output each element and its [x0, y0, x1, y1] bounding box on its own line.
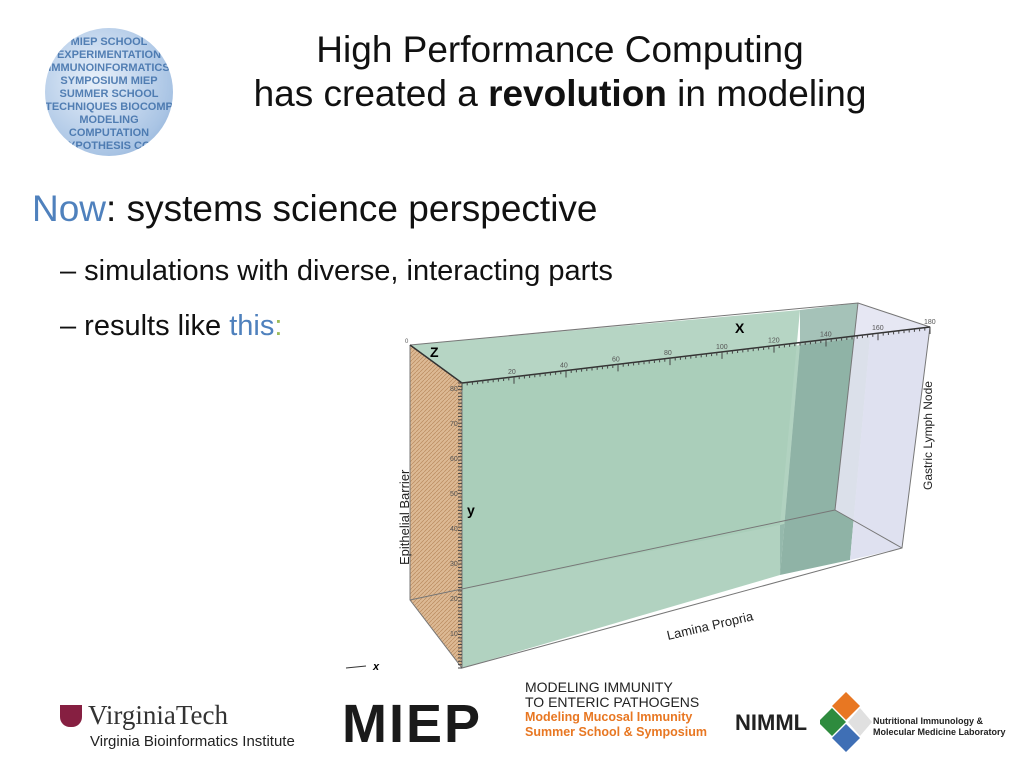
x-tick-label: 180 [924, 319, 936, 326]
sphere-word: TECHNIQUES BIOCOMP [45, 101, 173, 113]
x-axis-label: X [735, 320, 745, 336]
this-link[interactable]: this [229, 310, 275, 342]
miep-line: Summer School & Symposium [525, 725, 707, 739]
x-tick-label: 100 [716, 344, 728, 351]
legend-x-label: x [372, 661, 380, 673]
x-tick-label: 160 [872, 325, 884, 332]
vt-name: VirginiaTech [88, 700, 228, 730]
lymph-node-front [850, 327, 930, 560]
sphere-word: IMMUNOINFORMATICS [48, 62, 170, 74]
y-tick-label: 20 [450, 596, 458, 603]
sub-bullet-2: – results like this: [60, 310, 282, 343]
y-tick-label: 40 [450, 526, 458, 533]
miep-logo: MIEP [342, 694, 483, 754]
sphere-word: EXPERIMENTATION [56, 49, 162, 61]
vt-shield-icon [60, 705, 82, 727]
box-edges [409, 302, 931, 669]
nimml-logo: NIMML [735, 710, 808, 735]
epithelial-barrier-label: Epithelial Barrier [397, 469, 412, 565]
title-bold: revolution [488, 73, 667, 114]
y-tick-label: 30 [450, 561, 458, 568]
x-tick-label: 40 [560, 363, 568, 370]
title-line-1: High Performance Computing [316, 29, 804, 70]
now-label: Now [32, 188, 107, 229]
title-line-2: has created a revolution in modeling [200, 72, 920, 116]
z-axis-label: Z [430, 344, 439, 360]
vt-institute: Virginia Bioinformatics Institute [90, 733, 295, 750]
miep-sphere-logo: MIEP SCHOOL EXPERIMENTATION IMMUNOINFORMAT… [45, 28, 173, 156]
slide-title: High Performance Computing has created a… [200, 28, 920, 116]
bullet-main: Now: systems science perspective [32, 188, 598, 230]
y-tick-label: 70 [450, 421, 458, 428]
bullet-text: : systems science perspective [106, 188, 598, 229]
miep-text: MODELING IMMUNITY TO ENTERIC PATHOGENS M… [525, 680, 707, 740]
legend-axis-line [345, 665, 367, 669]
x-tick-label: 120 [768, 338, 780, 345]
y-tick-label: 80 [450, 386, 458, 393]
bullet-text: – results like [60, 310, 230, 342]
lamina-propria-label: Lamina Propria [665, 608, 755, 643]
nimml-line: Molecular Medicine Laboratory [873, 727, 1006, 737]
y-tick-label: 60 [450, 456, 458, 463]
sphere-word: HYPOTHESIS COS [60, 140, 158, 152]
sub-bullet-1: – simulations with diverse, interacting … [60, 255, 613, 287]
z-axis-line [409, 344, 463, 384]
nimml-text: Nutritional Immunology & Molecular Medic… [873, 716, 1006, 738]
y-tick-label: 10 [450, 631, 458, 638]
y-tick-label: 50 [450, 491, 458, 498]
gastric-lymph-node-label: Gastric Lymph Node [921, 381, 935, 490]
x-tick-label: 20 [508, 369, 516, 376]
sphere-word: MIEP SCHOOL [70, 36, 148, 48]
title-text: in modeling [666, 73, 867, 114]
x-tick-label: 80 [664, 350, 672, 357]
lamina-front-face [462, 345, 800, 668]
x-tick-label: 140 [820, 331, 832, 338]
x-tick-label: 60 [612, 356, 620, 363]
nimml-diamond-icon [820, 692, 872, 752]
miep-line: Modeling Mucosal Immunity [525, 710, 693, 724]
miep-line: MODELING IMMUNITY [525, 679, 673, 695]
colon: : [274, 310, 283, 342]
sphere-word: COMPUTATION [68, 127, 150, 139]
sphere-word: MODELING [79, 114, 139, 126]
z-start-tick: 0 [405, 339, 409, 345]
title-text: has created a [253, 73, 489, 114]
nimml-line: Nutritional Immunology & [873, 716, 983, 726]
y-axis-label: y [467, 502, 475, 518]
sphere-word: SYMPOSIUM MIEP [60, 75, 158, 87]
epithelial-barrier-face [410, 345, 462, 668]
miep-line: TO ENTERIC PATHOGENS [525, 694, 700, 710]
sphere-word: SUMMER SCHOOL [59, 88, 159, 100]
